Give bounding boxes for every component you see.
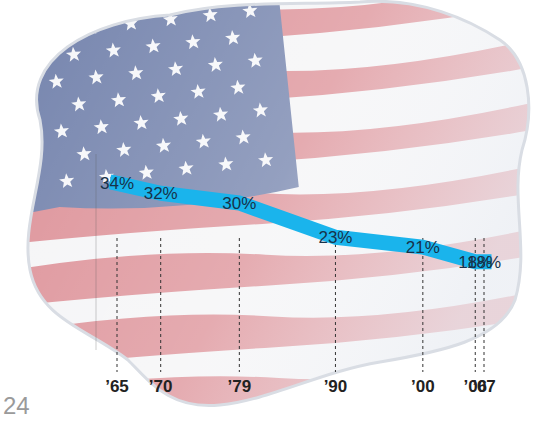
x-tick-line (117, 238, 118, 372)
line-group (117, 183, 484, 261)
x-tick-line (239, 238, 240, 372)
data-label: 18% (467, 253, 501, 272)
x-ticks: ’65’70’79’90’00’06’07 (105, 238, 496, 396)
flag-fade (0, 0, 537, 421)
flag-base (0, 0, 537, 421)
data-label: 21% (406, 238, 440, 257)
data-label: 23% (318, 228, 352, 247)
data-label: 34% (100, 174, 134, 193)
x-tick-label: ’07 (472, 377, 496, 396)
chart-root: ’65’70’79’90’00’06’0734%32%30%23%21%18%1… (0, 0, 537, 421)
flag-body (0, 0, 537, 421)
flag-background (0, 0, 537, 421)
data-labels: 34%32%30%23%21%18%18% (100, 174, 501, 271)
x-tick-label: ’70 (149, 377, 173, 396)
y-axis-line (96, 154, 97, 350)
x-tick-label: ’65 (105, 377, 129, 396)
data-label: 30% (222, 194, 256, 213)
x-tick-label: ’79 (228, 377, 252, 396)
data-label: 32% (144, 184, 178, 203)
x-tick-line (160, 238, 161, 372)
page-number: 24 (3, 392, 30, 419)
chart-svg: ’65’70’79’90’00’06’0734%32%30%23%21%18%1… (0, 0, 537, 421)
x-tick-label: ’90 (324, 377, 348, 396)
x-tick-line (422, 238, 423, 372)
x-tick-line (335, 238, 336, 372)
cloud-edge (28, 1, 529, 405)
flag-star (43, 23, 60, 39)
data-line (117, 183, 484, 261)
x-tick-label: ’00 (411, 377, 435, 396)
